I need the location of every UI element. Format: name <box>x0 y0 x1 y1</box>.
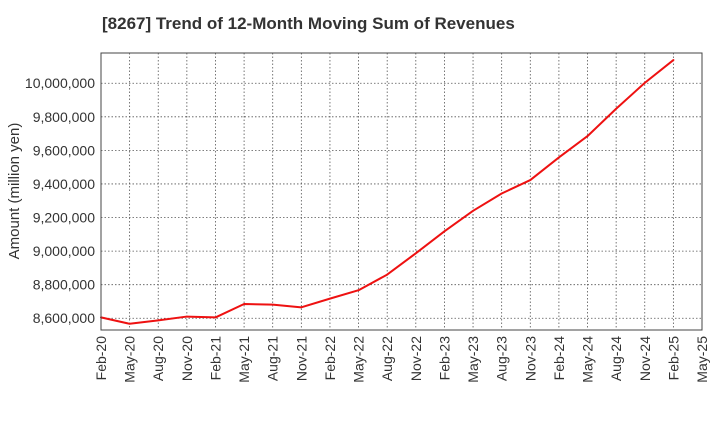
y-tick-label: 8,800,000 <box>33 277 95 293</box>
series-layer <box>100 59 675 325</box>
y-tick-label: 9,400,000 <box>33 176 95 192</box>
x-tick-label: May-25 <box>694 336 710 383</box>
x-tick-label: May-21 <box>236 336 252 383</box>
x-tick-label: Feb-20 <box>93 336 109 381</box>
x-tick-label: Feb-25 <box>665 336 681 381</box>
x-tick-label: Aug-21 <box>265 336 281 381</box>
y-tick-label: 8,600,000 <box>33 310 95 326</box>
y-tick-label: 9,600,000 <box>33 142 95 158</box>
x-tick-label: Nov-24 <box>637 336 653 381</box>
x-tick-label: Aug-22 <box>379 336 395 381</box>
x-tick-label: May-20 <box>122 336 138 383</box>
y-tick-label: 9,000,000 <box>33 243 95 259</box>
x-tick-label: Feb-22 <box>322 336 338 381</box>
x-tick-label: Nov-20 <box>179 336 195 381</box>
x-tick-label: Feb-23 <box>436 336 452 381</box>
x-tick-label: Aug-24 <box>608 336 624 381</box>
x-tick-label: May-23 <box>465 336 481 383</box>
y-axis-ticks: 8,600,000 8,800,000 9,000,000 9,200,000 9,40… <box>25 75 95 326</box>
plot-frame <box>100 52 703 331</box>
chart-title: [8267] Trend of 12-Month Moving Sum of R… <box>102 14 515 33</box>
x-tick-label: Aug-20 <box>150 336 166 381</box>
x-tick-label: Aug-23 <box>494 336 510 381</box>
x-tick-label: Nov-21 <box>293 336 309 381</box>
x-tick-label: Feb-24 <box>551 336 567 381</box>
y-tick-label: 9,800,000 <box>33 109 95 125</box>
y-axis-label: Amount (million yen) <box>6 123 23 260</box>
grid <box>101 53 702 330</box>
x-tick-label: Nov-23 <box>522 336 538 381</box>
y-tick-label: 10,000,000 <box>25 75 95 91</box>
x-axis-ticks: Feb-20 May-20 Aug-20 Nov-20 Feb-21 May-21 Aug-… <box>93 336 710 383</box>
series-line <box>100 59 675 325</box>
x-tick-label: May-24 <box>580 336 596 383</box>
x-tick-label: May-22 <box>351 336 367 383</box>
y-tick-label: 9,200,000 <box>33 210 95 226</box>
x-tick-label: Nov-22 <box>408 336 424 381</box>
x-tick-label: Feb-21 <box>207 336 223 381</box>
